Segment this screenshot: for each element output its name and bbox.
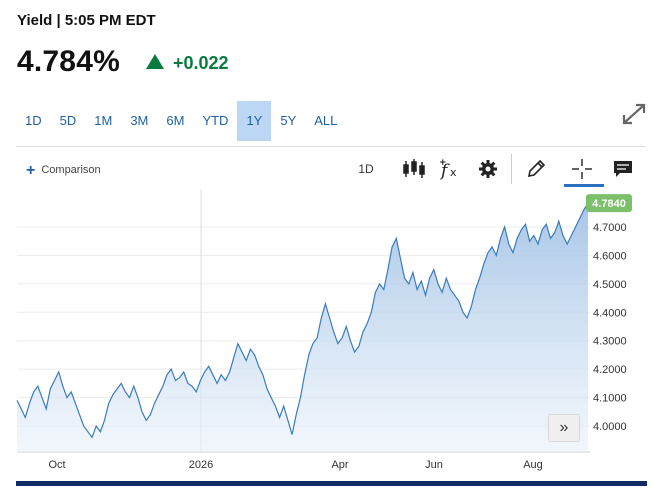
toolbar-divider [16,146,646,147]
svg-text:f: f [439,161,450,181]
comparison-label: Comparison [41,164,101,176]
range-ytd[interactable]: YTD [202,113,229,128]
gear-icon[interactable] [476,156,500,182]
bottom-accent-bar [16,481,647,486]
range-1y[interactable]: 1Y [237,101,272,141]
range-5d[interactable]: 5D [59,113,77,128]
y-tick-label: 4.5000 [593,279,627,291]
comparison-button[interactable]: + Comparison [26,161,101,179]
last-value-label: 4.7840 [592,198,626,210]
double-chevron-right-icon: » [559,419,569,436]
y-tick-label: 4.4000 [593,307,627,319]
comment-icon[interactable] [612,156,634,182]
yield-change: +0.022 [173,53,229,73]
y-tick-label: 4.2000 [593,364,627,376]
function-icon[interactable]: f x + [438,156,464,182]
scroll-forward-button[interactable]: » [548,414,580,442]
toolbar-separator [511,154,512,184]
range-selector: 1D 5D 1M 3M 6M YTD 1Y 5Y ALL [16,101,346,141]
interval-button[interactable]: 1D [358,162,374,176]
up-arrow-icon [146,54,164,69]
svg-text:x: x [450,166,457,179]
plus-icon: + [26,161,36,179]
x-tick-label: Aug [523,459,543,471]
y-tick-label: 4.1000 [593,393,627,405]
last-value-badge [586,194,632,213]
svg-text:+: + [439,158,447,168]
quote-title: Yield | 5:05 PM EDT [17,12,156,29]
crosshair-icon[interactable] [570,156,594,182]
range-all[interactable]: ALL [314,113,338,128]
range-1m[interactable]: 1M [94,113,113,128]
range-6m[interactable]: 6M [166,113,185,128]
crosshair-active-indicator [564,184,604,187]
x-tick-label: Jun [425,459,443,471]
pencil-icon[interactable] [524,156,548,182]
y-tick-label: 4.7000 [593,222,627,234]
x-tick-label: Oct [48,459,65,471]
candlestick-icon[interactable] [401,156,427,182]
yield-area [17,203,588,452]
yield-price: 4.784% [17,45,120,78]
range-3m[interactable]: 3M [130,113,149,128]
y-tick-label: 4.0000 [593,421,627,433]
y-tick-label: 4.6000 [593,250,627,262]
expand-icon[interactable] [620,101,648,127]
yield-line [16,202,589,439]
y-tick-label: 4.3000 [593,336,627,348]
x-tick-label: Apr [331,459,348,471]
range-1d[interactable]: 1D [25,113,42,128]
x-tick-label: 2026 [189,459,213,471]
range-5y[interactable]: 5Y [280,113,297,128]
